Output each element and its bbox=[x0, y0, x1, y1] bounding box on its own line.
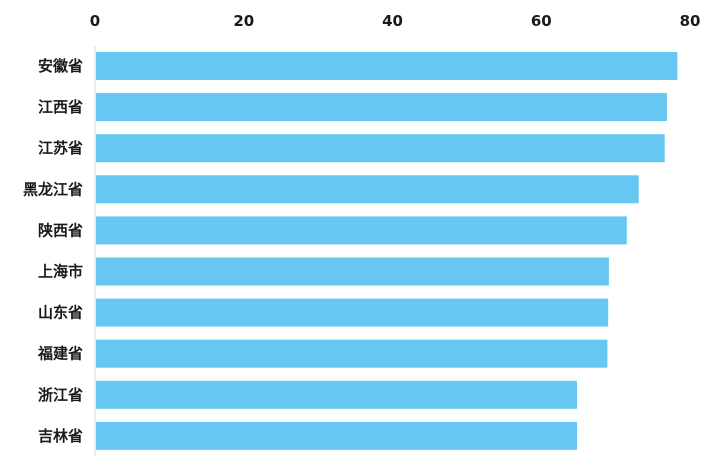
bar bbox=[96, 339, 608, 368]
x-tick-label: 80 bbox=[680, 12, 701, 30]
bar bbox=[96, 380, 577, 409]
category-label: 山东省 bbox=[38, 304, 83, 322]
category-label: 江西省 bbox=[38, 98, 83, 116]
x-tick-label: 0 bbox=[90, 12, 100, 30]
bar bbox=[96, 421, 577, 450]
bar bbox=[96, 216, 627, 245]
category-label: 浙江省 bbox=[38, 386, 83, 404]
category-label: 江苏省 bbox=[38, 139, 83, 157]
bar bbox=[96, 134, 665, 163]
x-axis-ticks: 0 20 40 60 80 bbox=[90, 12, 701, 30]
category-label: 陕西省 bbox=[38, 221, 83, 239]
category-label: 吉林省 bbox=[38, 427, 83, 445]
bar bbox=[96, 298, 609, 327]
bar bbox=[96, 257, 609, 286]
bar bbox=[96, 175, 639, 204]
x-tick-label: 60 bbox=[531, 12, 552, 30]
bar bbox=[96, 93, 667, 122]
x-tick-label: 40 bbox=[382, 12, 403, 30]
category-label: 黑龙江省 bbox=[23, 180, 83, 198]
category-label: 上海市 bbox=[38, 263, 83, 281]
bars bbox=[96, 52, 678, 450]
category-label: 安徽省 bbox=[38, 57, 83, 75]
x-tick-label: 20 bbox=[233, 12, 254, 30]
category-label: 福建省 bbox=[37, 345, 83, 363]
bar bbox=[96, 52, 678, 80]
